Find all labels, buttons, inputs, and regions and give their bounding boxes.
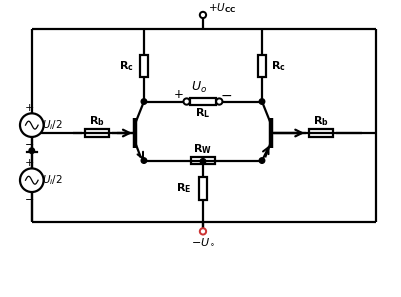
Circle shape: [199, 12, 206, 18]
Circle shape: [259, 158, 264, 163]
Bar: [191, 157, 214, 165]
Text: $U_o$: $U_o$: [190, 80, 207, 95]
Text: $+$: $+$: [173, 88, 183, 101]
Circle shape: [20, 113, 43, 137]
Bar: [308, 129, 332, 137]
Circle shape: [199, 228, 206, 235]
Circle shape: [183, 98, 189, 105]
Text: $-U_\circ$: $-U_\circ$: [191, 237, 215, 248]
Text: $+$: $+$: [24, 157, 34, 168]
Text: $\mathbf{R_W}$: $\mathbf{R_W}$: [193, 143, 212, 157]
Text: $\mathbf{R_E}$: $\mathbf{R_E}$: [175, 181, 190, 195]
Circle shape: [216, 98, 222, 105]
Circle shape: [200, 159, 205, 164]
Text: $-$: $-$: [24, 138, 34, 148]
Circle shape: [259, 99, 264, 104]
Text: $\mathbf{R_L}$: $\mathbf{R_L}$: [195, 106, 210, 120]
Text: $-$: $-$: [24, 193, 34, 203]
Bar: [85, 129, 108, 137]
Text: $U_i/2$: $U_i/2$: [42, 118, 62, 132]
Text: $-$: $-$: [219, 87, 231, 102]
Circle shape: [20, 168, 43, 192]
Circle shape: [29, 148, 34, 154]
Bar: [140, 55, 148, 77]
Text: $\mathbf{R_b}$: $\mathbf{R_b}$: [312, 114, 328, 128]
Text: $U_i/2$: $U_i/2$: [42, 173, 62, 187]
Text: $+U_{\bf CC}$: $+U_{\bf CC}$: [207, 1, 236, 15]
Bar: [198, 177, 207, 200]
Text: $\mathbf{R_c}$: $\mathbf{R_c}$: [270, 59, 285, 73]
Bar: [257, 55, 265, 77]
Circle shape: [141, 158, 146, 163]
Text: $+$: $+$: [24, 102, 34, 113]
Text: $\mathbf{R_c}$: $\mathbf{R_c}$: [119, 59, 133, 73]
Bar: [190, 98, 215, 105]
Circle shape: [141, 99, 146, 104]
Text: $\mathbf{R_b}$: $\mathbf{R_b}$: [89, 114, 104, 128]
